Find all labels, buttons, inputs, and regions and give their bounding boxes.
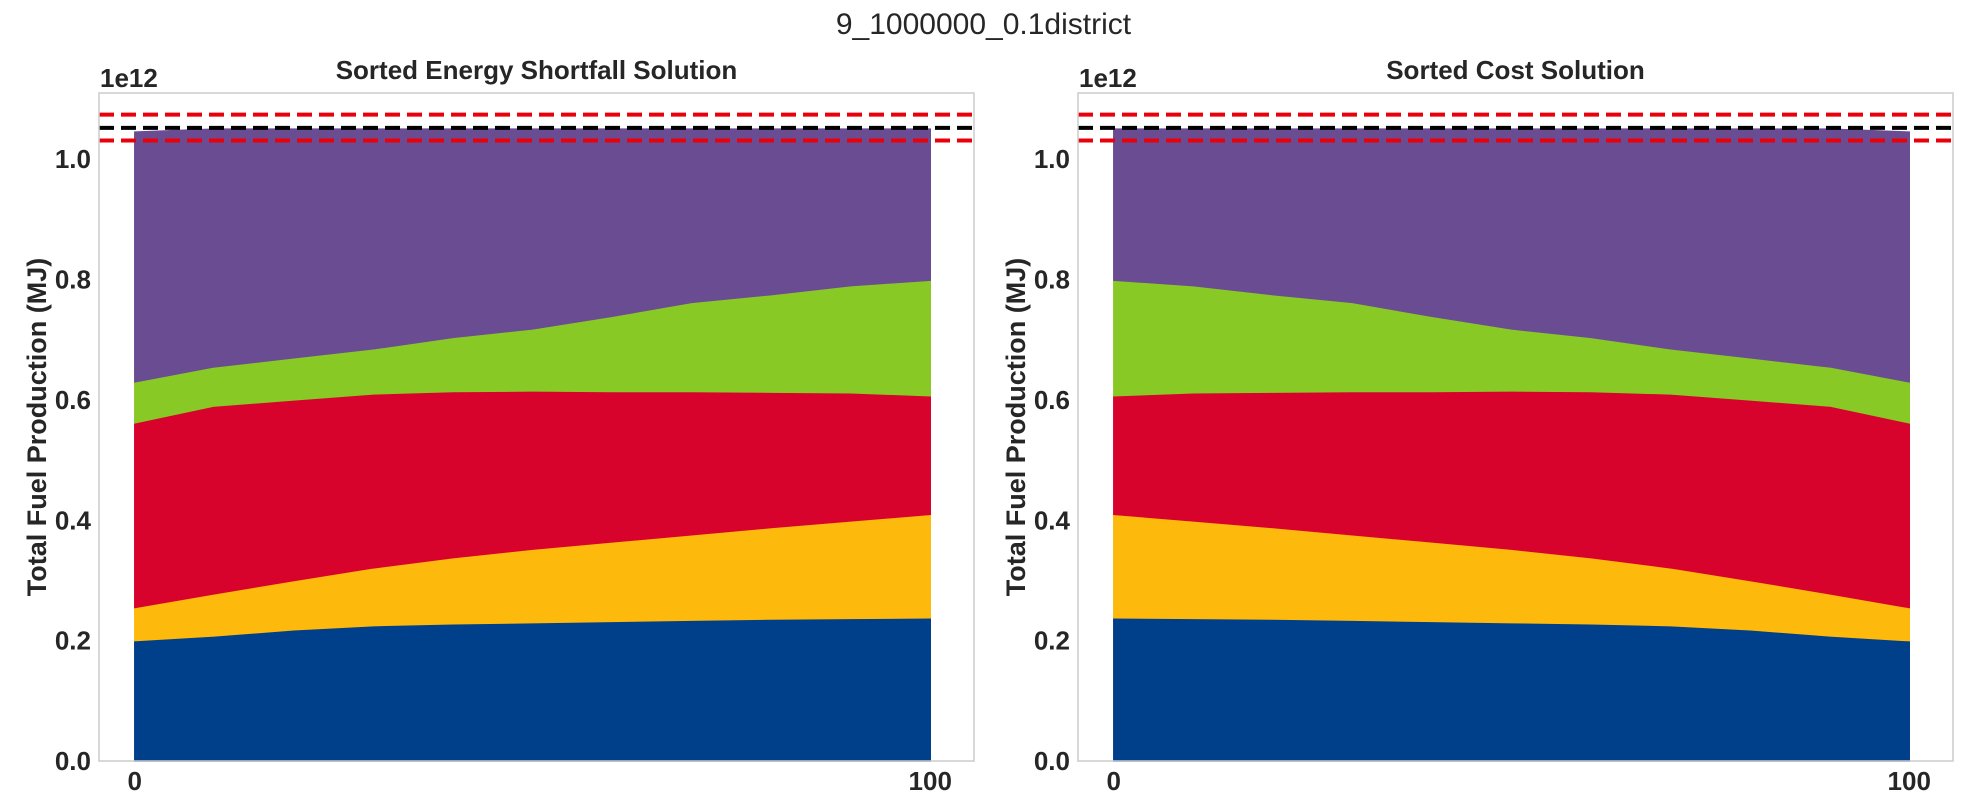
y-tick-label: 0.4 bbox=[1034, 505, 1071, 535]
x-tick-label: 100 bbox=[1888, 766, 1931, 796]
plot-frame bbox=[98, 92, 975, 762]
y-tick-label: 0.2 bbox=[55, 626, 91, 656]
area-series-1 bbox=[1113, 617, 1910, 762]
chart-title: Sorted Energy Shortfall Solution bbox=[336, 55, 738, 85]
y-tick-label: 0.0 bbox=[1034, 746, 1070, 776]
x-tick-label: 100 bbox=[909, 766, 952, 796]
y-tick-label: 0.8 bbox=[55, 265, 91, 295]
y-axis-label: Total Fuel Production (MJ) bbox=[22, 258, 52, 596]
y-tick-label: 1.0 bbox=[1034, 144, 1070, 174]
area-series-5 bbox=[1113, 128, 1910, 383]
y-tick-label: 0.4 bbox=[55, 505, 92, 535]
y-tick-label: 0.2 bbox=[1034, 626, 1070, 656]
y-offset-label: 1e12 bbox=[1079, 63, 1137, 93]
x-tick-label: 0 bbox=[1107, 766, 1121, 796]
y-tick-label: 0.6 bbox=[55, 385, 91, 415]
area-series-1 bbox=[134, 617, 931, 762]
figure-title: 9_1000000_0.1district bbox=[835, 8, 1132, 41]
plot-frame bbox=[1077, 92, 1954, 762]
y-tick-label: 1.0 bbox=[55, 144, 91, 174]
y-axis-label: Total Fuel Production (MJ) bbox=[1001, 258, 1031, 596]
chart-title: Sorted Cost Solution bbox=[1386, 55, 1645, 85]
y-offset-label: 1e12 bbox=[100, 63, 158, 93]
area-series-5 bbox=[134, 128, 931, 383]
y-tick-label: 0.8 bbox=[1034, 265, 1070, 295]
y-tick-label: 0.6 bbox=[1034, 385, 1070, 415]
x-tick-label: 0 bbox=[128, 766, 142, 796]
y-tick-label: 0.0 bbox=[55, 746, 91, 776]
